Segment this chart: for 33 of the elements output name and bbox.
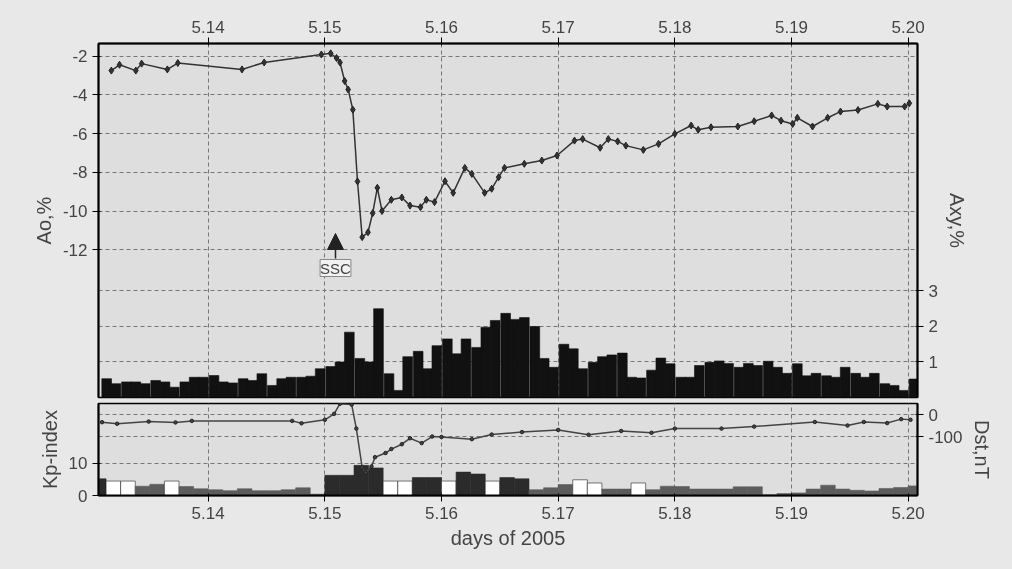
x-tick-label: 5.18 <box>658 503 692 523</box>
y-axis-title: Kp-index <box>38 410 61 489</box>
y-tick-label: -12 <box>62 240 88 260</box>
x-tick-label: 5.15 <box>308 503 342 523</box>
x-tick-label: 5.19 <box>774 17 809 37</box>
y-tick-label: 10 <box>68 454 88 474</box>
y-tick-label: -4 <box>72 85 88 105</box>
y2-tick-label: 3 <box>928 281 938 301</box>
y2-tick-label: 0 <box>928 405 938 425</box>
x-tick-label: 5.16 <box>424 17 459 37</box>
y-tick-label: 0 <box>78 486 88 506</box>
x-tick-label: 5.18 <box>658 17 692 37</box>
x-tick-label: 5.17 <box>541 503 575 523</box>
y-tick-label: -8 <box>72 163 88 183</box>
y2-tick-label: -100 <box>928 427 963 447</box>
x-tick-label: 5.20 <box>891 503 925 523</box>
y2-axis-title: Dst,nT <box>970 420 993 479</box>
y-axis-title: Ao,% <box>32 196 55 245</box>
y-tick-label: -2 <box>72 47 88 67</box>
x-tick-label: 5.14 <box>191 503 225 523</box>
x-tick-label: 5.16 <box>424 503 459 523</box>
x-tick-label: 5.14 <box>191 17 225 37</box>
y-tick-label: -10 <box>62 202 88 222</box>
x-tick-label: 5.19 <box>774 503 809 523</box>
x-tick-label: 5.15 <box>308 17 342 37</box>
y2-tick-label: 1 <box>928 352 938 372</box>
y-tick-label: -6 <box>72 124 88 144</box>
x-tick-label: 5.17 <box>541 17 575 37</box>
x-axis-title: days of 2005 <box>450 526 566 549</box>
x-tick-label: 5.20 <box>891 17 925 37</box>
y2-axis-title: Axy,% <box>945 192 968 249</box>
y2-tick-label: 2 <box>928 317 938 337</box>
annotation: SSC <box>320 259 352 277</box>
